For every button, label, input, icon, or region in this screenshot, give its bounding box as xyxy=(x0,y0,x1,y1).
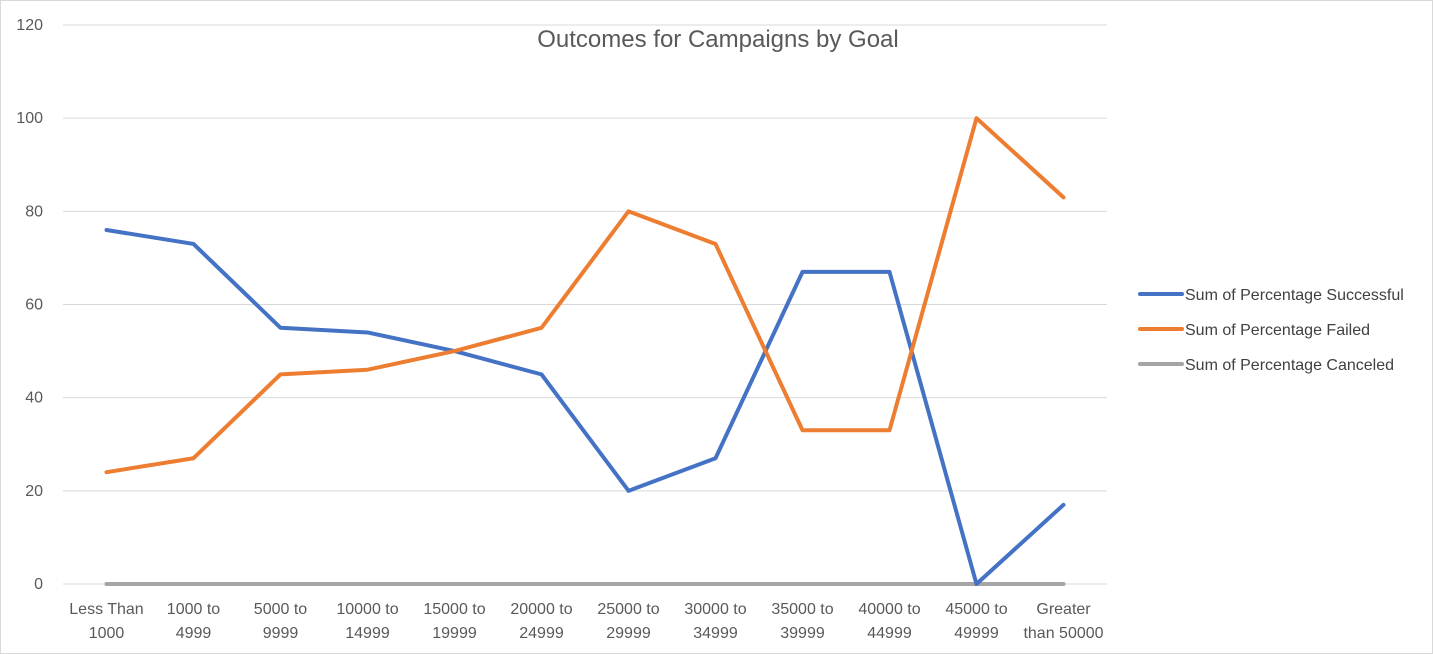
x-tick-label-line: Less Than xyxy=(69,601,143,618)
y-tick-label: 40 xyxy=(25,390,43,407)
x-tick-label: 5000 to 9999 xyxy=(254,601,307,642)
x-axis-ticks: Less Than 1000 1000 to 4999 5000 to 9999 10000… xyxy=(69,601,1103,642)
x-tick-label-line: 45000 to xyxy=(945,601,1007,618)
x-tick-label-line: 44999 xyxy=(867,625,912,642)
y-tick-label: 120 xyxy=(16,17,43,34)
x-tick-label-line: 10000 to xyxy=(336,601,398,618)
legend-label: Sum of Percentage Canceled xyxy=(1185,357,1394,374)
x-tick-label-line: 24999 xyxy=(519,625,564,642)
legend-label: Sum of Percentage Successful xyxy=(1185,287,1404,304)
x-tick-label: 1000 to 4999 xyxy=(167,601,220,642)
x-tick-label: 35000 to 39999 xyxy=(771,601,833,642)
x-tick-label-line: 1000 to xyxy=(167,601,220,618)
x-tick-label-line: than 50000 xyxy=(1023,625,1103,642)
x-tick-label-line: 20000 to xyxy=(510,601,572,618)
gridlines xyxy=(63,24,1107,585)
x-tick-label-line: 14999 xyxy=(345,625,390,642)
x-tick-label-line: 19999 xyxy=(432,625,477,642)
x-tick-label: 25000 to 29999 xyxy=(597,601,659,642)
x-tick-label-line: 4999 xyxy=(176,625,212,642)
y-tick-label: 100 xyxy=(16,110,43,127)
x-tick-label-line: Greater xyxy=(1036,601,1091,618)
y-tick-label: 60 xyxy=(25,297,43,314)
x-tick-label: 20000 to 24999 xyxy=(510,601,572,642)
legend-label: Sum of Percentage Failed xyxy=(1185,322,1370,339)
x-tick-label-line: 1000 xyxy=(89,625,125,642)
y-tick-label: 0 xyxy=(34,576,43,593)
x-tick-label: 45000 to 49999 xyxy=(945,601,1007,642)
series-line-1 xyxy=(104,116,1066,475)
series-lines xyxy=(104,116,1066,586)
x-tick-label-line: 29999 xyxy=(606,625,651,642)
x-tick-label: Less Than 1000 xyxy=(69,601,143,642)
x-tick-label-line: 9999 xyxy=(263,625,299,642)
y-tick-label: 80 xyxy=(25,203,43,220)
legend: Sum of Percentage Successful Sum of Perce… xyxy=(1138,287,1404,374)
y-tick-label: 20 xyxy=(25,483,43,500)
series-line-0 xyxy=(104,227,1066,586)
x-tick-label: Greater than 50000 xyxy=(1023,601,1103,642)
y-axis-ticks: 0 20 40 60 80 100 120 xyxy=(16,17,43,593)
x-tick-label-line: 40000 to xyxy=(858,601,920,618)
x-tick-label-line: 15000 to xyxy=(423,601,485,618)
x-tick-label-line: 49999 xyxy=(954,625,999,642)
x-tick-label-line: 30000 to xyxy=(684,601,746,618)
x-tick-label-line: 39999 xyxy=(780,625,825,642)
x-tick-label: 15000 to 19999 xyxy=(423,601,485,642)
x-tick-label-line: 35000 to xyxy=(771,601,833,618)
x-tick-label: 30000 to 34999 xyxy=(684,601,746,642)
x-tick-label-line: 34999 xyxy=(693,625,738,642)
x-tick-label-line: 5000 to xyxy=(254,601,307,618)
x-tick-label: 10000 to 14999 xyxy=(336,601,398,642)
x-tick-label: 40000 to 44999 xyxy=(858,601,920,642)
chart-title: Outcomes for Campaigns by Goal xyxy=(537,26,899,53)
x-tick-label-line: 25000 to xyxy=(597,601,659,618)
